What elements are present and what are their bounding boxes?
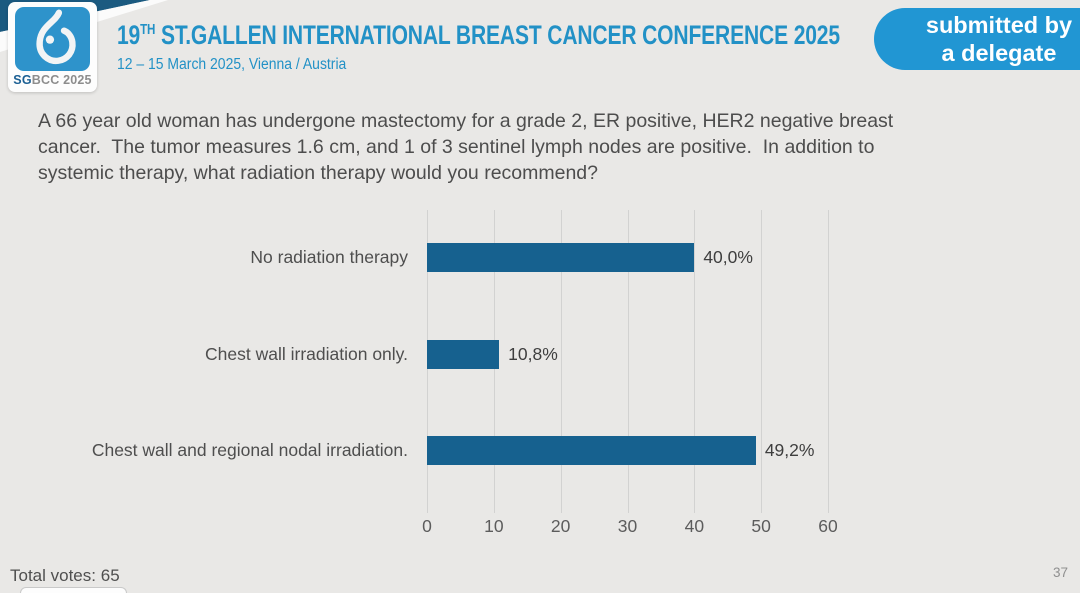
conference-title: 19TH ST.GALLEN INTERNATIONAL BREAST CANC… (117, 20, 840, 51)
question-text: A 66 year old woman has undergone mastec… (38, 110, 899, 184)
gridline (828, 210, 829, 513)
conference-subtitle: 12 – 15 March 2025, Vienna / Austria (117, 56, 347, 73)
submitted-by-badge: submitted by a delegate (874, 8, 1080, 70)
category-label: No radiation therapy (250, 247, 408, 267)
value-label: 10,8% (508, 344, 558, 364)
header: 19TH ST.GALLEN INTERNATIONAL BREAST CANC… (117, 20, 1044, 74)
x-axis-tick: 40 (684, 516, 705, 536)
sgbcc-logo: SGBCC 2025 (8, 2, 97, 92)
x-axis-tick: 50 (751, 516, 771, 536)
gridline (761, 210, 763, 513)
badge-line2: a delegate (941, 40, 1057, 66)
x-axis-tick: 0 (422, 516, 432, 536)
gridline (560, 210, 562, 513)
logo-sg: SG (13, 73, 32, 87)
page-number: 37 (1052, 565, 1068, 580)
bar (427, 243, 695, 272)
category-label: Chest wall irradiation only. (205, 344, 408, 364)
gridline (694, 210, 696, 513)
sgbcc-breast-icon (15, 7, 90, 71)
bar (427, 436, 756, 465)
total-votes-value: 65 (100, 566, 120, 585)
bar (427, 340, 500, 369)
gridline (627, 210, 629, 513)
title-ordinal: TH (140, 22, 156, 38)
sgbcc-logo-text: SGBCC 2025 (8, 73, 97, 87)
x-axis-tick: 30 (617, 516, 638, 536)
x-axis-tick: 20 (550, 516, 571, 536)
total-votes: Total votes: 65 (10, 566, 120, 586)
x-axis-tick: 10 (484, 516, 504, 536)
logo-bcc: BCC 2025 (31, 73, 92, 87)
badge-line1: submitted by (925, 12, 1073, 38)
value-label: 49,2% (764, 440, 815, 460)
total-votes-label: Total votes: (10, 566, 96, 585)
bar-row: Chest wall irradiation only. 10,8% (205, 340, 828, 369)
bar-chart: No radiation therapy 40,0% Chest wall ir… (92, 210, 838, 536)
category-label: Chest wall and regional nodal irradiatio… (91, 440, 408, 460)
cutoff-button[interactable] (20, 587, 127, 593)
bar-row: No radiation therapy 40,0% (250, 243, 828, 272)
x-axis-tick: 60 (818, 516, 838, 536)
title-number: 19 (117, 20, 141, 50)
title-text: ST.GALLEN INTERNATIONAL BREAST CANCER CO… (155, 20, 840, 50)
value-label: 40,0% (703, 247, 753, 267)
bar-row: Chest wall and regional nodal irradiatio… (92, 436, 828, 465)
